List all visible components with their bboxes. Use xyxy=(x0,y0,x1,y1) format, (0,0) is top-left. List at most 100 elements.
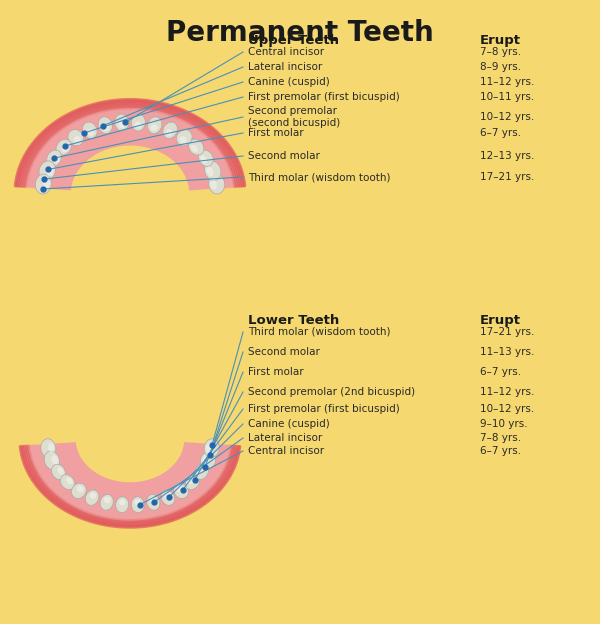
Text: 11–13 yrs.: 11–13 yrs. xyxy=(480,347,535,357)
Ellipse shape xyxy=(166,129,173,136)
Ellipse shape xyxy=(58,467,64,475)
Ellipse shape xyxy=(211,179,217,189)
Ellipse shape xyxy=(149,497,156,503)
Text: 10–11 yrs.: 10–11 yrs. xyxy=(480,92,534,102)
Ellipse shape xyxy=(163,122,178,139)
Ellipse shape xyxy=(68,130,84,146)
Ellipse shape xyxy=(161,490,175,505)
Ellipse shape xyxy=(62,145,69,152)
Ellipse shape xyxy=(199,150,213,167)
Text: Second molar: Second molar xyxy=(248,347,320,357)
Ellipse shape xyxy=(35,174,52,194)
Text: First premolar (first bicuspid): First premolar (first bicuspid) xyxy=(248,404,400,414)
Ellipse shape xyxy=(196,467,202,475)
Polygon shape xyxy=(20,443,239,527)
Text: Canine (cuspid): Canine (cuspid) xyxy=(248,77,330,87)
Text: 11–12 yrs.: 11–12 yrs. xyxy=(480,77,535,87)
Ellipse shape xyxy=(103,124,109,131)
Text: Erupt: Erupt xyxy=(480,314,521,327)
Ellipse shape xyxy=(176,485,183,492)
Ellipse shape xyxy=(146,494,160,510)
Ellipse shape xyxy=(115,114,128,131)
Text: Central incisor: Central incisor xyxy=(248,47,324,57)
Ellipse shape xyxy=(88,129,94,136)
Text: Lower Teeth: Lower Teeth xyxy=(248,314,339,327)
Ellipse shape xyxy=(98,117,112,134)
Text: Second molar: Second molar xyxy=(248,151,320,161)
Text: Permanent Teeth: Permanent Teeth xyxy=(166,19,434,47)
Text: Third molar (wisdom tooth): Third molar (wisdom tooth) xyxy=(248,327,391,337)
Ellipse shape xyxy=(100,494,113,510)
Ellipse shape xyxy=(134,499,141,505)
Ellipse shape xyxy=(194,464,208,479)
Ellipse shape xyxy=(43,179,50,189)
Text: Erupt: Erupt xyxy=(480,34,521,47)
Ellipse shape xyxy=(118,122,125,129)
Ellipse shape xyxy=(187,477,194,484)
Ellipse shape xyxy=(56,139,71,155)
Ellipse shape xyxy=(104,497,110,503)
Ellipse shape xyxy=(205,161,221,180)
Ellipse shape xyxy=(85,490,99,505)
Text: 10–12 yrs.: 10–12 yrs. xyxy=(480,404,534,414)
Text: 8–9 yrs.: 8–9 yrs. xyxy=(480,62,521,72)
Ellipse shape xyxy=(206,443,212,452)
Ellipse shape xyxy=(209,174,224,194)
Ellipse shape xyxy=(176,130,192,146)
Text: Third molar (wisdom tooth): Third molar (wisdom tooth) xyxy=(248,172,391,182)
Ellipse shape xyxy=(148,117,162,134)
Ellipse shape xyxy=(131,497,145,513)
Ellipse shape xyxy=(52,464,65,479)
Ellipse shape xyxy=(41,439,56,457)
Text: Central incisor: Central incisor xyxy=(248,446,324,456)
Ellipse shape xyxy=(116,497,128,513)
Ellipse shape xyxy=(188,139,204,155)
Text: 10–12 yrs.: 10–12 yrs. xyxy=(480,112,534,122)
Text: 9–10 yrs.: 9–10 yrs. xyxy=(480,419,527,429)
Text: 6–7 yrs.: 6–7 yrs. xyxy=(480,128,521,138)
Text: Canine (cuspid): Canine (cuspid) xyxy=(248,419,330,429)
Text: First premolar (first bicuspid): First premolar (first bicuspid) xyxy=(248,92,400,102)
Text: 6–7 yrs.: 6–7 yrs. xyxy=(480,367,521,377)
Ellipse shape xyxy=(179,136,187,143)
Ellipse shape xyxy=(53,155,59,163)
Ellipse shape xyxy=(200,451,216,470)
Ellipse shape xyxy=(185,475,200,489)
Ellipse shape xyxy=(39,161,55,180)
Ellipse shape xyxy=(90,492,96,499)
Text: First molar: First molar xyxy=(248,367,304,377)
Ellipse shape xyxy=(82,122,97,139)
Text: 7–8 yrs.: 7–8 yrs. xyxy=(480,433,521,443)
Ellipse shape xyxy=(173,483,188,499)
Text: Upper Teeth: Upper Teeth xyxy=(248,34,339,47)
Text: First molar: First molar xyxy=(248,128,304,138)
Text: Lateral incisor: Lateral incisor xyxy=(248,433,322,443)
Ellipse shape xyxy=(74,136,81,143)
Text: 17–21 yrs.: 17–21 yrs. xyxy=(480,172,535,182)
Ellipse shape xyxy=(77,485,83,492)
Ellipse shape xyxy=(66,477,73,484)
Ellipse shape xyxy=(48,443,54,452)
Ellipse shape xyxy=(206,167,214,177)
Text: 6–7 yrs.: 6–7 yrs. xyxy=(480,446,521,456)
Text: Second premolar (2nd bicuspid): Second premolar (2nd bicuspid) xyxy=(248,387,415,397)
Text: 11–12 yrs.: 11–12 yrs. xyxy=(480,387,535,397)
Ellipse shape xyxy=(204,439,219,457)
Text: Second premolar
(second bicuspid): Second premolar (second bicuspid) xyxy=(248,106,340,128)
Ellipse shape xyxy=(164,492,170,499)
Ellipse shape xyxy=(119,499,125,505)
Ellipse shape xyxy=(47,150,62,167)
Text: 12–13 yrs.: 12–13 yrs. xyxy=(480,151,535,161)
Ellipse shape xyxy=(151,124,158,131)
Text: Lateral incisor: Lateral incisor xyxy=(248,62,322,72)
Ellipse shape xyxy=(44,451,59,470)
Ellipse shape xyxy=(61,475,75,489)
Polygon shape xyxy=(16,100,245,190)
Ellipse shape xyxy=(202,455,209,464)
Ellipse shape xyxy=(134,122,142,129)
Text: 17–21 yrs.: 17–21 yrs. xyxy=(480,327,535,337)
Ellipse shape xyxy=(47,167,53,177)
Ellipse shape xyxy=(200,155,207,163)
Text: 7–8 yrs.: 7–8 yrs. xyxy=(480,47,521,57)
Ellipse shape xyxy=(191,145,198,152)
